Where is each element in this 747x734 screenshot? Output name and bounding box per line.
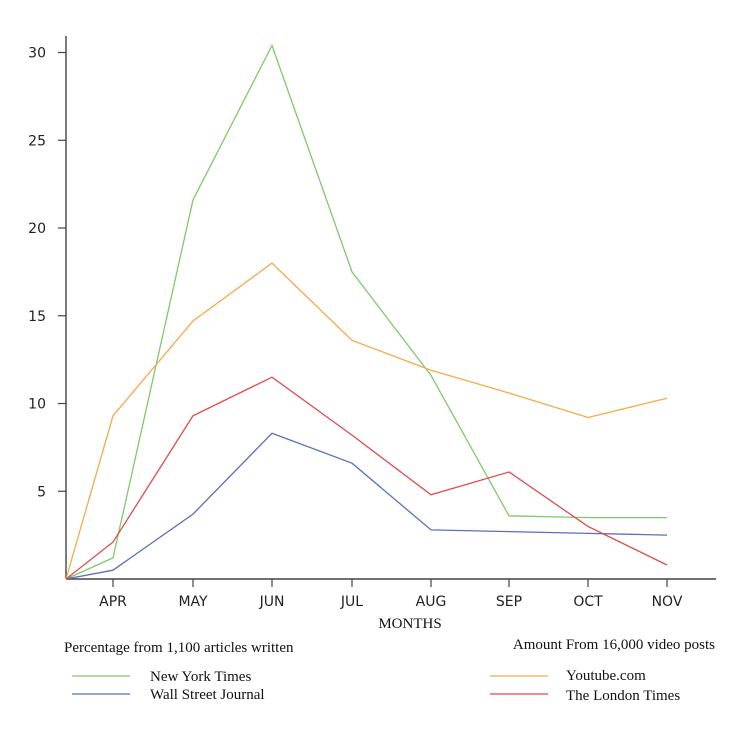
right-caption: Amount From 16,000 video posts (513, 637, 715, 653)
x-axis-ticks: APR MAY JUN JUL AUG SEP OCT NOV (99, 579, 683, 610)
y-tick-label: 25 (28, 133, 46, 149)
y-axis-ticks: 5 10 15 20 25 30 (28, 46, 66, 500)
x-tick-label: OCT (573, 594, 603, 610)
y-tick-label: 15 (28, 309, 46, 325)
x-tick-label: JUL (340, 594, 363, 610)
y-tick-label: 20 (28, 221, 46, 237)
series-line-the-london-times (65, 376, 668, 580)
series-line-youtube-com (65, 262, 668, 580)
legend: New York Times Wall Street Journal Youtu… (72, 668, 680, 704)
y-tick-label: 10 (28, 397, 46, 413)
legend-label-wall-street-journal: Wall Street Journal (150, 687, 265, 703)
x-tick-label: APR (99, 594, 127, 610)
legend-label-london-times: The London Times (566, 688, 680, 704)
left-caption: Percentage from 1,100 articles written (64, 640, 294, 656)
legend-label-new-york-times: New York Times (150, 669, 251, 685)
series-line-new-york-times (65, 43, 667, 580)
series-lines (65, 43, 668, 580)
x-tick-label: AUG (416, 594, 447, 610)
y-tick-label: 30 (28, 46, 46, 62)
x-axis-title: MONTHS (378, 616, 441, 632)
legend-label-youtube: Youtube.com (566, 668, 646, 684)
series-line-wall-street-journal (65, 432, 668, 580)
x-tick-label: MAY (178, 594, 208, 610)
chart-axes (65, 36, 716, 580)
x-tick-label: NOV (652, 594, 683, 610)
x-tick-label: SEP (496, 594, 522, 610)
y-tick-label: 5 (37, 484, 46, 500)
x-tick-label: JUN (259, 594, 285, 610)
